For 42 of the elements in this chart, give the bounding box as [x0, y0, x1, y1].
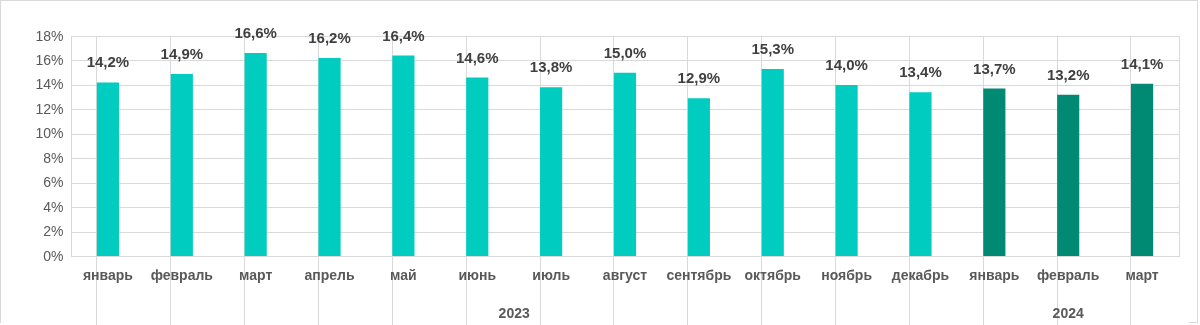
- text: 2024: [1052, 305, 1084, 321]
- data-label: 15,3%: [751, 40, 795, 57]
- y-tick-label: 2%: [43, 223, 64, 240]
- data-label: 14,1%: [1120, 54, 1164, 72]
- x-tick-label: август: [602, 266, 648, 283]
- data-label: 14,9%: [160, 44, 204, 62]
- y-tick-label: 10%: [35, 125, 64, 142]
- x-tick-label: январь: [969, 266, 1020, 283]
- y-tick-label: 12%: [35, 100, 64, 117]
- y-tick-label: 14%: [35, 76, 64, 93]
- data-label: 13,4%: [899, 63, 942, 81]
- x-tick-label: март: [1125, 266, 1159, 283]
- x-tick-label: апрель: [304, 266, 355, 283]
- x-tick-label: ноябрь: [821, 266, 873, 283]
- data-label: 16,6%: [234, 24, 277, 42]
- x-tick-label: октябрь: [744, 266, 802, 283]
- x-tick-label: июль: [532, 266, 571, 283]
- data-label: 13,7%: [973, 59, 1016, 77]
- data-label: 16,2%: [308, 29, 351, 46]
- data-label: 13,8%: [529, 58, 573, 76]
- x-tick-label: февраль: [150, 266, 214, 283]
- x-tick-label: февраль: [1037, 266, 1100, 283]
- y-tick-label: 6%: [43, 174, 64, 191]
- x-tick-label: декабрь: [891, 266, 950, 283]
- data-label: 14,6%: [455, 48, 499, 66]
- data-label: 15,0%: [603, 43, 647, 61]
- x-tick-label: март: [239, 266, 273, 283]
- data-label: 14,0%: [825, 55, 868, 73]
- data-label: 16,4%: [382, 26, 425, 44]
- y-tick-label: 16%: [35, 51, 64, 68]
- y-tick-label: 18%: [35, 27, 64, 44]
- y-tick-label: 8%: [43, 149, 64, 166]
- x-tick-label: май: [390, 266, 417, 283]
- text: 2023: [498, 305, 530, 321]
- y-tick-label: 4%: [43, 198, 64, 215]
- x-tick-label: январь: [82, 266, 134, 283]
- data-label: 14,2%: [86, 53, 130, 71]
- data-label: 13,2%: [1046, 65, 1090, 83]
- x-tick-label: июнь: [458, 266, 497, 283]
- y-tick-label: 0%: [43, 247, 64, 264]
- x-tick-label: сентябрь: [666, 266, 732, 283]
- data-label: 12,9%: [677, 69, 721, 87]
